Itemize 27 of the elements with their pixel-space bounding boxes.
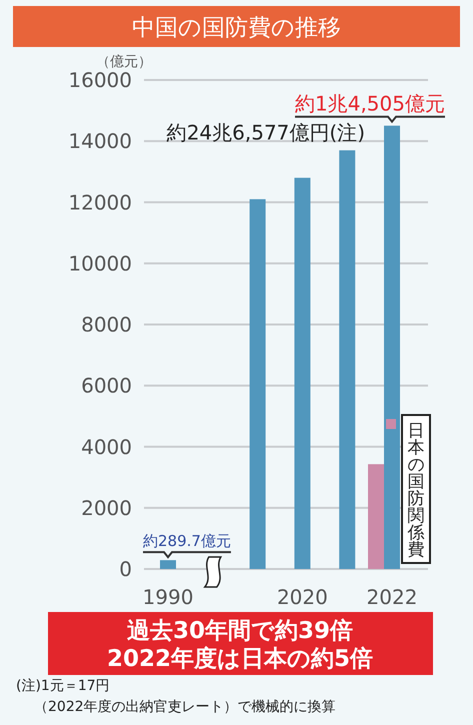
y-tick-label: 14000: [68, 129, 132, 154]
chart-title: 中国の国防費の推移: [132, 15, 341, 41]
text: （2022年度の出納官吏レート）で機械的に換算: [34, 699, 336, 715]
annotation: 約24兆6,577億円(注): [166, 120, 365, 145]
bar: [250, 199, 266, 569]
text: 過去30年間で約39倍 2022年度は日本の約5倍: [106, 618, 374, 672]
x-tick-label: 2020: [276, 585, 328, 609]
y-tick-label: 4000: [81, 434, 132, 459]
text: (注)1元＝17円: [16, 678, 110, 694]
bar: [368, 464, 384, 569]
x-tick-label: 2022: [366, 585, 418, 609]
y-tick-label: 2000: [81, 496, 132, 520]
y-tick-label: 10000: [68, 251, 132, 276]
y-axis-title: （億元）: [96, 54, 152, 70]
bar: [160, 560, 176, 569]
y-tick-label: 16000: [68, 68, 132, 92]
y-tick-label: 8000: [81, 312, 132, 336]
bar: [384, 126, 400, 569]
data-label: 約289.7億元: [143, 532, 231, 550]
legend-label: 日本の国防関係費: [406, 421, 424, 560]
y-tick-label: 12000: [68, 190, 132, 214]
x-tick-label: 1990: [142, 585, 194, 609]
y-tick-label: 0: [119, 557, 132, 581]
y-tick-label: 6000: [81, 374, 132, 398]
data-label: 約1兆4,505億元: [295, 92, 445, 116]
bar: [339, 150, 356, 569]
bar: [294, 178, 310, 569]
